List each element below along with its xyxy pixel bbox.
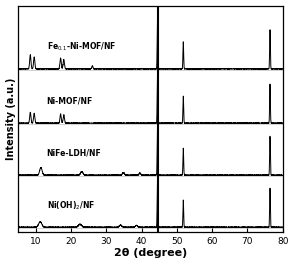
Text: Fe$_{0.1}$-Ni-MOF/NF: Fe$_{0.1}$-Ni-MOF/NF [46,41,116,53]
Text: NiFe-LDH/NF: NiFe-LDH/NF [46,149,101,158]
Y-axis label: Intensity (a.u.): Intensity (a.u.) [6,78,16,160]
Text: Ni(OH)$_2$/NF: Ni(OH)$_2$/NF [46,199,95,212]
X-axis label: 2θ (degree): 2θ (degree) [114,248,187,258]
Text: Ni-MOF/NF: Ni-MOF/NF [46,97,93,106]
